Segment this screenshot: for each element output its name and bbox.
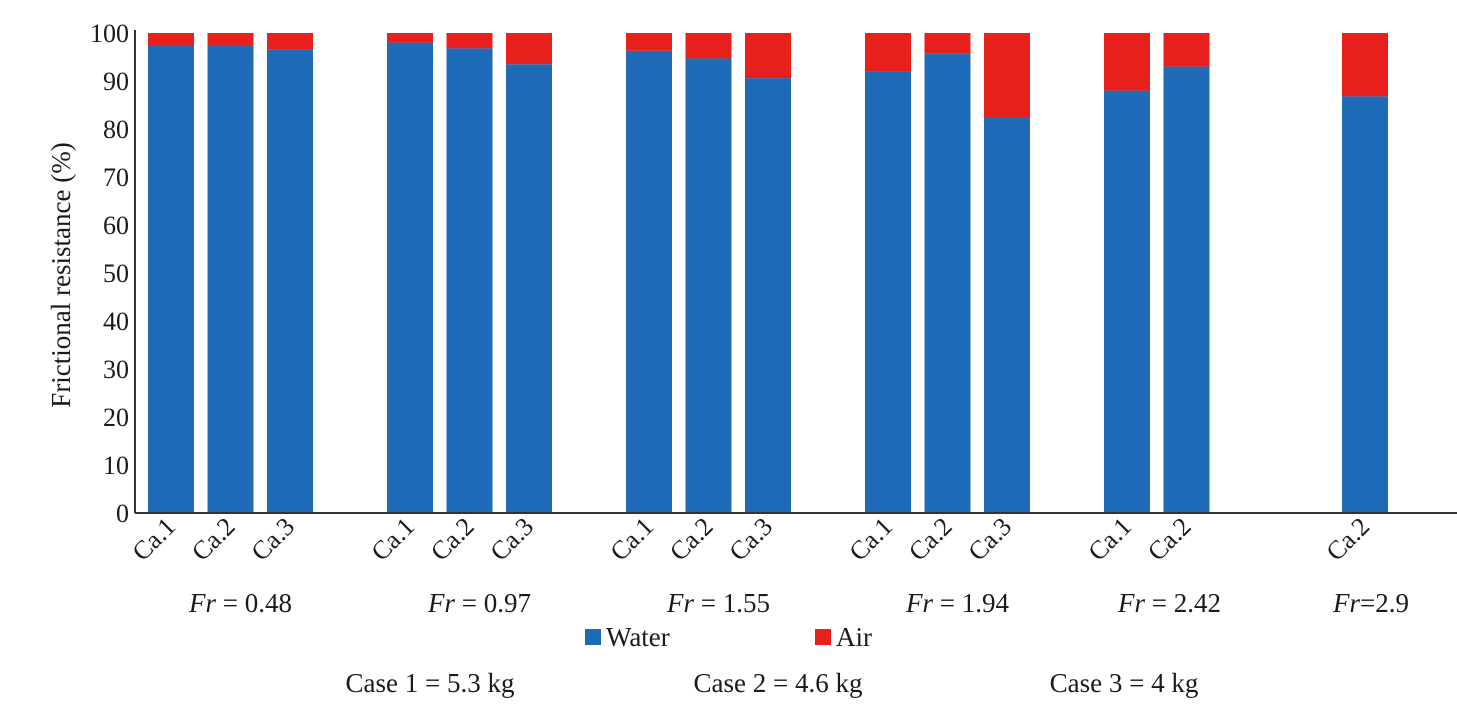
y-tick-label: 80 (103, 115, 129, 144)
category-label: Ca.3 (246, 512, 301, 567)
bar-water (387, 42, 433, 513)
bar-water (685, 58, 732, 513)
y-tick-label: 10 (103, 451, 129, 480)
bar-air (984, 33, 1030, 118)
y-tick-label: 30 (103, 355, 129, 384)
bar-water (626, 50, 672, 513)
category-label: Ca.2 (425, 512, 480, 567)
bar-air (1342, 33, 1388, 97)
bar-air (387, 33, 433, 43)
y-tick-label: 90 (103, 67, 129, 96)
bar-air (267, 33, 313, 50)
legend-water-swatch (585, 629, 601, 645)
category-labels: Ca.1 Ca.2 Ca.3 Ca.1 Ca.2 Ca.3 Ca.1 Ca.2 Ca.3 Ca.1… (127, 512, 1376, 567)
bar-water (1342, 96, 1388, 514)
group-label: Fr = 1.55 (666, 588, 770, 618)
bar-air (924, 33, 971, 54)
legend-water-label: Water (606, 622, 670, 652)
category-label: Ca.2 (186, 512, 241, 567)
legend: Water Air (585, 622, 872, 652)
bar-water (745, 78, 791, 514)
bars (148, 33, 1388, 514)
group-label: Fr = 1.94 (905, 588, 1009, 618)
group-labels: Fr = 0.48 Fr = 0.97 Fr = 1.55 Fr = 1.94 Fr =… (188, 588, 1409, 618)
category-label: Ca.3 (724, 512, 779, 567)
category-label: Ca.1 (1083, 512, 1138, 567)
bar-water (267, 49, 313, 514)
bar-water (1104, 90, 1150, 513)
case-3-note: Case 3 = 4 kg (1050, 668, 1199, 698)
legend-air-label: Air (836, 622, 872, 652)
case-1-note: Case 1 = 5.3 kg (346, 668, 515, 698)
bar-air (1163, 33, 1210, 67)
bar-air (685, 33, 732, 59)
bar-air (446, 33, 493, 49)
y-tick-label: 40 (103, 307, 129, 336)
bar-air (207, 33, 254, 45)
bar-air (1104, 33, 1150, 91)
bar-water (207, 45, 254, 513)
bar-water (446, 48, 493, 514)
bar-air (626, 33, 672, 51)
y-tick-label: 70 (103, 163, 129, 192)
category-label: Ca.1 (366, 512, 421, 567)
category-label: Ca.3 (485, 512, 540, 567)
group-label: Fr=2.9 (1332, 588, 1409, 618)
category-label: Ca.2 (1321, 512, 1376, 567)
y-axis-title: Frictional resistance (%) (46, 142, 76, 407)
bar-water (148, 45, 194, 513)
bar-air (148, 33, 194, 45)
axes (134, 30, 1457, 514)
y-tick-label: 20 (103, 403, 129, 432)
bar-air (865, 33, 911, 72)
bar-water (865, 71, 911, 514)
y-axis-ticks: 0 10 20 30 40 50 60 70 80 90 100 (90, 19, 129, 528)
y-axis-label: Frictional resistance (%) (46, 142, 76, 407)
category-label: Ca.2 (1142, 512, 1197, 567)
group-label: Fr = 0.97 (427, 588, 531, 618)
bar-water (1163, 66, 1210, 513)
bar-air (745, 33, 791, 79)
bar-air (506, 33, 552, 65)
group-label: Fr = 0.48 (188, 588, 292, 618)
category-label: Ca.1 (605, 512, 660, 567)
category-label: Ca.2 (903, 512, 958, 567)
category-label: Ca.1 (844, 512, 899, 567)
case-2-note: Case 2 = 4.6 kg (694, 668, 863, 698)
group-label: Fr = 2.42 (1117, 588, 1221, 618)
case-notes: Case 1 = 5.3 kg Case 2 = 4.6 kg Case 3 =… (346, 668, 1199, 698)
legend-air-swatch (815, 629, 831, 645)
category-label: Ca.1 (127, 512, 182, 567)
y-tick-label: 0 (116, 499, 129, 528)
y-tick-label: 60 (103, 211, 129, 240)
y-tick-label: 100 (90, 19, 129, 48)
category-label: Ca.2 (664, 512, 719, 567)
y-tick-label: 50 (103, 259, 129, 288)
bar-water (506, 64, 552, 513)
bar-water (924, 53, 971, 513)
category-label: Ca.3 (963, 512, 1018, 567)
bar-water (984, 117, 1030, 514)
